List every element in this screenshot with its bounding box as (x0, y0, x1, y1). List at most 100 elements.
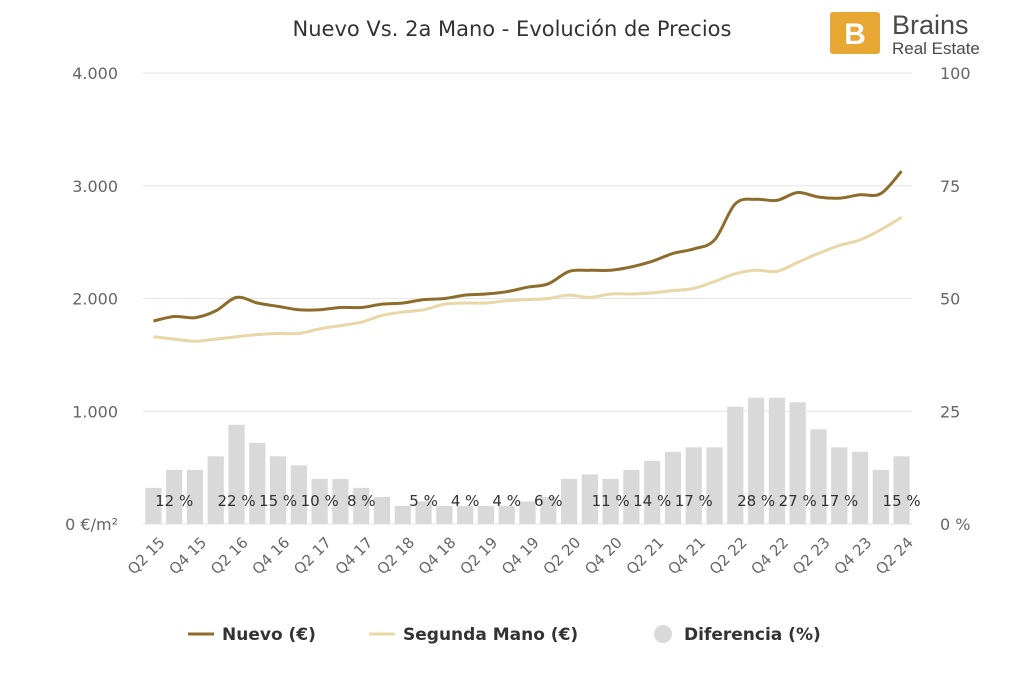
y-right-tick-label: 50 (940, 290, 960, 309)
difference-bar (768, 397, 786, 524)
bar-data-label: 15 % (259, 492, 297, 510)
bar-data-label: 10 % (301, 492, 339, 510)
bar-data-label: 22 % (217, 492, 255, 510)
legend-label: Diferencia (%) (684, 625, 821, 645)
difference-bar (394, 505, 411, 524)
difference-bar (269, 456, 287, 524)
difference-bar (644, 460, 661, 524)
x-tick-label: Q2 21 (623, 534, 668, 579)
difference-bar (457, 505, 474, 524)
bar-data-label: 17 % (675, 492, 713, 510)
legend-item[interactable]: Segunda Mano (€) (369, 625, 578, 645)
y-right-tick-label: 25 (940, 402, 960, 421)
bar-data-label: 27 % (779, 492, 817, 510)
legend-circle-symbol (654, 625, 672, 643)
bar-data-label: 28 % (737, 492, 775, 510)
y-left-tick-label: 0 €/m² (65, 515, 118, 534)
x-tick-label: Q4 21 (664, 534, 709, 579)
difference-bar (623, 469, 640, 524)
legend-item[interactable]: Nuevo (€) (188, 625, 316, 645)
difference-bar (228, 424, 245, 524)
logo-subtitle: Real Estate (892, 39, 980, 58)
x-tick-label: Q4 23 (831, 534, 876, 579)
logo-mark (830, 12, 880, 54)
bar-data-label: 6 % (534, 492, 563, 510)
bar-data-label: 5 % (409, 492, 438, 510)
x-tick-label: Q4 20 (581, 534, 626, 579)
difference-bar (498, 505, 515, 524)
x-tick-label: Q2 16 (207, 534, 252, 579)
difference-bar (789, 402, 806, 524)
bar-data-label: 12 % (155, 492, 193, 510)
chart-title: Nuevo Vs. 2a Mano - Evolución de Precios (293, 17, 732, 41)
segunda-mano-line (153, 216, 903, 343)
logo-letter: B (844, 18, 866, 51)
bar-data-label: 8 % (347, 492, 376, 510)
difference-bar (664, 451, 682, 524)
legend-label: Nuevo (€) (222, 625, 316, 645)
difference-bar (893, 456, 910, 524)
difference-bar (249, 442, 266, 524)
x-tick-label: Q2 24 (872, 534, 917, 579)
x-tick-label: Q2 23 (789, 534, 834, 579)
legend-label: Segunda Mano (€) (403, 625, 578, 645)
difference-bars (145, 397, 910, 524)
difference-bar (145, 487, 162, 524)
y-axis-right: 0 % 25 50 75 100 (940, 64, 971, 534)
difference-bar (727, 406, 744, 524)
logo-name: Brains (892, 10, 969, 40)
legend-item[interactable]: Diferencia (%) (654, 625, 821, 645)
price-lines (153, 170, 903, 343)
difference-bar (851, 451, 869, 524)
bar-data-label: 4 % (492, 492, 521, 510)
difference-bar (748, 397, 765, 524)
difference-bar (602, 478, 619, 524)
brains-logo: B Brains Real Estate (830, 10, 980, 58)
bar-data-label: 17 % (820, 492, 858, 510)
difference-bar (436, 505, 453, 524)
y-left-tick-label: 1.000 (72, 402, 118, 421)
y-axis-left: 0 €/m² 1.000 2.000 3.000 4.000 (65, 64, 118, 534)
y-left-tick-label: 3.000 (72, 177, 118, 196)
x-tick-label: Q2 19 (456, 534, 501, 579)
difference-bar (477, 505, 495, 524)
difference-bar (207, 456, 224, 524)
difference-bar (311, 478, 328, 524)
difference-bar (560, 478, 578, 524)
data-labels: 12 % 22 % 15 % 10 % 8 % 5 % 4 % 4 % 6 % 11 % 14 % 1… (155, 492, 921, 510)
difference-bar (186, 469, 204, 524)
difference-bar (332, 478, 349, 524)
bar-data-label: 15 % (883, 492, 921, 510)
difference-bar (685, 447, 702, 524)
y-left-tick-label: 2.000 (72, 290, 118, 309)
difference-bar (831, 447, 848, 524)
difference-bar (166, 469, 183, 524)
difference-bar (353, 487, 370, 524)
x-tick-label: Q4 22 (747, 534, 792, 579)
bar-data-label: 4 % (451, 492, 480, 510)
difference-bar (810, 429, 827, 524)
x-tick-label: Q2 17 (290, 534, 335, 579)
x-tick-label: Q2 20 (540, 534, 585, 579)
y-right-tick-label: 100 (940, 64, 971, 83)
x-tick-label: Q2 18 (373, 534, 418, 579)
legend[interactable]: Nuevo (€) Segunda Mano (€) Diferencia (%) (188, 625, 821, 645)
x-tick-label: Q4 18 (415, 534, 460, 579)
difference-bar (373, 496, 391, 524)
x-tick-label: Q2 15 (124, 534, 169, 579)
bar-data-label: 11 % (592, 492, 630, 510)
difference-bar (581, 474, 598, 524)
y-right-tick-label: 0 % (940, 515, 970, 534)
x-tick-label: Q2 22 (706, 534, 751, 579)
difference-bar (290, 465, 307, 524)
y-right-tick-label: 75 (940, 177, 960, 196)
x-tick-label: Q4 17 (332, 534, 377, 579)
difference-bar (706, 447, 723, 524)
y-left-tick-label: 4.000 (72, 64, 118, 83)
difference-bar (519, 501, 536, 524)
difference-bar (540, 496, 557, 524)
x-tick-label: Q4 19 (498, 534, 543, 579)
x-tick-label: Q4 16 (249, 534, 294, 579)
